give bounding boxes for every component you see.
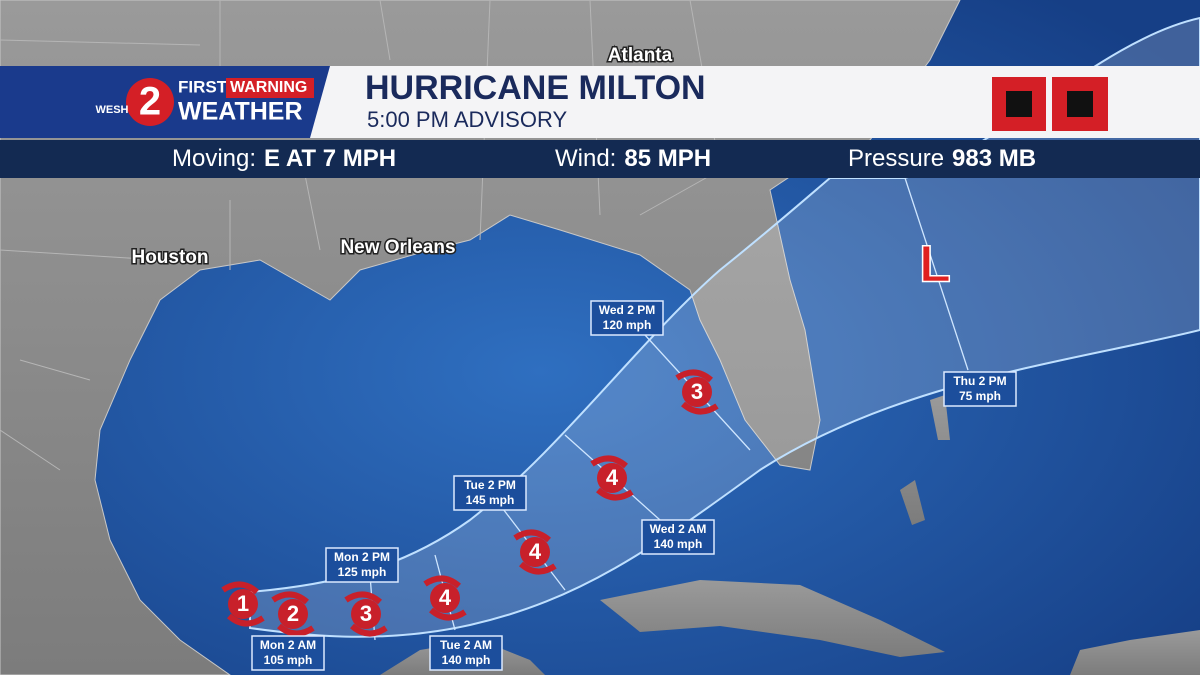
overlay: Atlanta Houston New Orleans 1 2 3 4 4 4 3 Mon 2 AM…	[130, 44, 1017, 671]
storm-marker	[520, 537, 550, 567]
stat-value: E AT 7 MPH	[264, 145, 396, 172]
forecast-time: Mon 2 AM	[260, 638, 316, 652]
stat-label: Pressure	[848, 145, 944, 172]
brand-top: FIRST	[178, 77, 228, 96]
storm-marker	[597, 463, 627, 493]
storm-category: 1	[237, 591, 249, 616]
storm-icon	[675, 369, 719, 415]
station: WESH	[96, 104, 129, 116]
storm-category: 3	[691, 379, 703, 404]
stats: Moving: E AT 7 MPH Wind: 85 MPH Pressure 983 …	[172, 145, 1036, 172]
channel: 2	[139, 80, 161, 124]
storm-icon	[590, 455, 634, 501]
forecast-box	[590, 300, 664, 336]
storm-icon	[513, 529, 557, 575]
forecast-time: Tue 2 PM	[464, 478, 516, 492]
stats-bar	[0, 140, 1200, 178]
storm-category: 3	[360, 601, 372, 626]
storm-category: 4	[439, 585, 452, 610]
forecast-time: Tue 2 AM	[440, 638, 492, 652]
forecast-wind: 125 mph	[338, 565, 387, 579]
land	[600, 580, 945, 657]
city-label: Atlanta	[608, 45, 673, 66]
alert-box	[1006, 91, 1032, 117]
stat: Wind: 85 MPH	[555, 145, 711, 172]
title-band	[310, 66, 1200, 138]
stat-value: 983 MB	[952, 145, 1036, 172]
logo-circle	[126, 78, 174, 126]
storm-marker	[228, 589, 258, 619]
forecast-box	[453, 475, 527, 511]
storm-category: 4	[529, 539, 542, 564]
forecast-wind: 145 mph	[466, 493, 515, 507]
brand-warning: WARNING	[230, 79, 307, 96]
stat: Moving: E AT 7 MPH	[172, 145, 396, 172]
brand-bottom: WEATHER	[178, 98, 303, 126]
forecast-box	[251, 635, 325, 671]
forecast-box	[641, 519, 715, 555]
forecast-wind: 120 mph	[603, 318, 652, 332]
storm-icon	[423, 575, 467, 621]
low-pressure: L	[919, 236, 951, 294]
stat: Pressure 983 MB	[848, 145, 1036, 172]
storm-icon	[271, 591, 315, 637]
forecast-wind: 105 mph	[264, 653, 313, 667]
forecast-wind: 140 mph	[442, 653, 491, 667]
stat-value: 85 MPH	[624, 145, 711, 172]
forecast-time: Wed 2 PM	[599, 303, 655, 317]
storm-category: 2	[287, 601, 299, 626]
storm-category: 4	[606, 465, 619, 490]
forecast-time: Wed 2 AM	[650, 522, 707, 536]
subtitle: 5:00 PM ADVISORY	[367, 107, 567, 132]
stat-label: Wind:	[555, 145, 616, 172]
land	[1070, 630, 1200, 675]
forecast-box	[943, 371, 1017, 407]
storm-icon	[344, 591, 388, 637]
forecast-wind: 140 mph	[654, 537, 703, 551]
stat-label: Moving:	[172, 145, 256, 172]
title: HURRICANE MILTON	[365, 69, 706, 107]
storm-marker	[351, 599, 381, 629]
forecast-box	[325, 547, 399, 583]
storm-icon	[221, 581, 265, 627]
city-label: Houston	[131, 247, 208, 268]
forecast-box	[429, 635, 503, 671]
forecast-time: Thu 2 PM	[953, 374, 1006, 388]
land	[900, 395, 950, 525]
warning-box	[226, 78, 314, 98]
storm-marker	[430, 583, 460, 613]
forecast-wind: 75 mph	[959, 389, 1001, 403]
alert-box	[1067, 91, 1093, 117]
storm-marker	[682, 377, 712, 407]
city-label: New Orleans	[340, 237, 455, 258]
storm-marker	[278, 599, 308, 629]
forecast-time: Mon 2 PM	[334, 550, 390, 564]
